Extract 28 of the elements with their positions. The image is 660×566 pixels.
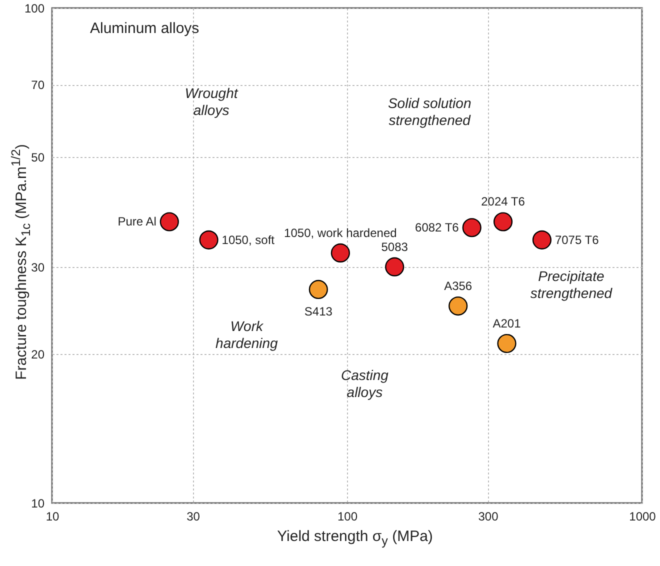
annotation: Solid solution strengthened bbox=[388, 94, 472, 129]
y-tick-label: 20 bbox=[31, 347, 45, 362]
x-tick-label: 300 bbox=[478, 510, 499, 524]
series-label: 5083 bbox=[381, 240, 408, 254]
x-tick-label: 10 bbox=[46, 510, 60, 524]
annotation: Work hardening bbox=[216, 318, 278, 352]
y-tick-label: 30 bbox=[31, 260, 45, 274]
series-label: A201 bbox=[492, 316, 522, 330]
series-label: 2024 T6 bbox=[481, 194, 526, 209]
x-tick-label: 1000 bbox=[629, 510, 656, 524]
y-tick-label: 100 bbox=[24, 2, 45, 16]
text: Aluminum alloys bbox=[90, 20, 200, 37]
annotation: Precipitate strengthened bbox=[530, 268, 612, 302]
series-label: 6082 T6 bbox=[415, 220, 460, 235]
annotation: Wrought alloys bbox=[184, 85, 238, 120]
y-tick-label: 50 bbox=[31, 150, 45, 165]
x-axis-title: Yield strength σ$_{y}$ (MPa) bbox=[276, 528, 434, 548]
series-label: S413 bbox=[304, 304, 333, 318]
series-label: A356 bbox=[444, 279, 472, 294]
x-tick-label: 30 bbox=[186, 510, 200, 524]
series-label: 1050, soft bbox=[222, 232, 276, 247]
y-tick-label: 10 bbox=[31, 496, 45, 510]
annotation: Casting alloys bbox=[340, 367, 388, 402]
x-tick-label: 100 bbox=[337, 510, 358, 524]
series-label: 1050, work hardened bbox=[284, 226, 397, 240]
series-label: 7075 T6 bbox=[554, 232, 600, 247]
y-tick-label: 70 bbox=[31, 78, 45, 92]
series-label: Pure Al bbox=[118, 214, 156, 229]
